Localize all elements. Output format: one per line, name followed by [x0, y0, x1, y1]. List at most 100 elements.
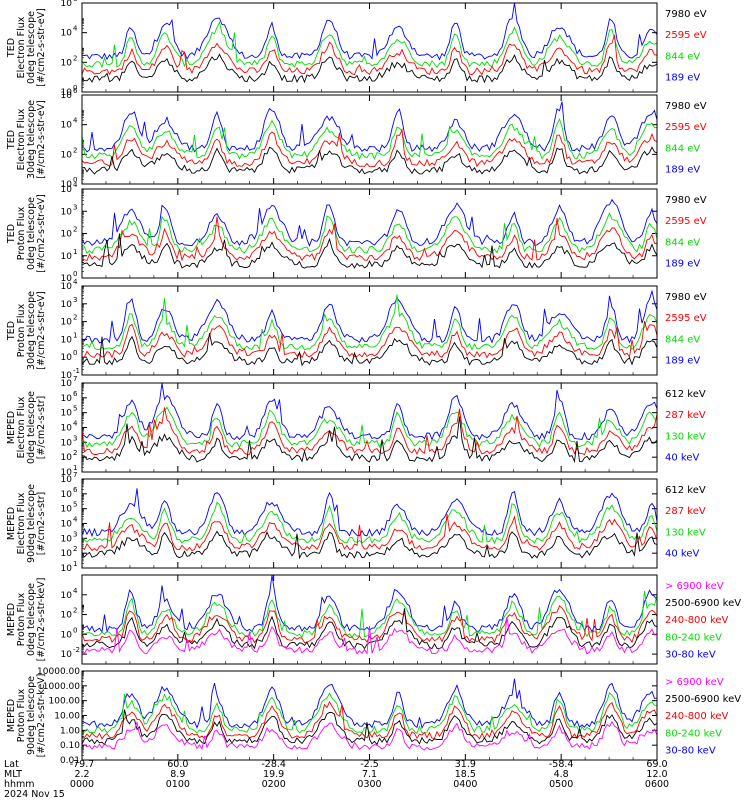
y-tick-label: 100.00	[49, 697, 81, 707]
y-axis-label-line: TED	[6, 38, 17, 58]
series-line	[81, 333, 658, 367]
series-line	[81, 605, 658, 644]
series-line	[81, 514, 658, 552]
legend-entry: 189 eV	[665, 259, 700, 270]
y-axis-label-line: [#/cm2-s-str]	[36, 396, 47, 459]
x-tick-hhmm: 0000	[70, 779, 94, 790]
x-tick-mlt: 2.2	[74, 769, 89, 780]
x-tick-mlt: 19.9	[263, 769, 284, 780]
legend-entry: 2595 eV	[665, 313, 707, 324]
series-line	[81, 289, 658, 344]
legend-entry: 130 keV	[665, 431, 706, 442]
legend: 612 keV 287 keV 130 keV 40 keV	[665, 389, 706, 464]
y-tick-exponent: 4	[73, 587, 78, 595]
legend-entry: 40 keV	[665, 453, 699, 464]
y-axis-label-line: Electron Flux	[16, 16, 27, 78]
y-tick-label: 10	[61, 611, 73, 621]
series-line	[81, 488, 658, 538]
legend-entry: 612 keV	[665, 485, 706, 496]
y-tick-exponent: 1	[73, 248, 77, 256]
series-line	[81, 198, 658, 247]
y-tick-exponent: 3	[73, 434, 77, 442]
x-tick-lat: 60.0	[167, 759, 188, 770]
legend-entry: 2595 eV	[665, 216, 707, 227]
legend-entry: 2595 eV	[665, 122, 707, 133]
x-tick-lat: 69.0	[646, 759, 667, 770]
y-axis-label-line: [#/cm2-s-str-keV]	[36, 674, 47, 758]
x-axis-row-label: MLT	[4, 769, 22, 780]
legend-entry: 30-80 keV	[665, 745, 716, 756]
y-tick-exponent: 0	[73, 84, 77, 92]
y-tick-exponent: 4	[73, 278, 78, 286]
x-tick-lat: 31.9	[455, 759, 476, 770]
y-tick-exponent: 5	[73, 405, 77, 413]
y-tick-label: 10	[61, 0, 73, 9]
y-tick-exponent: 0	[73, 176, 77, 184]
series-line	[81, 20, 658, 69]
series-line	[81, 608, 658, 650]
legend-entry: 189 eV	[665, 356, 700, 367]
y-axis-label-line: MEPED	[6, 603, 17, 636]
x-axis-row-label: hhmm	[4, 779, 35, 790]
y-tick-label: 10	[61, 520, 73, 530]
y-axis-label-line: 30deg telescope	[26, 100, 37, 179]
y-axis-label-line: Proton Flux	[16, 303, 27, 357]
series-line	[81, 501, 658, 545]
x-tick-hhmm: 0500	[549, 779, 573, 790]
y-axis-label-line: [#/cm2-s-str]	[36, 492, 47, 555]
y-tick-label: 10	[61, 534, 73, 544]
y-tick-label: 10	[61, 300, 73, 310]
series-line	[81, 700, 658, 740]
y-tick-label: 0.01	[60, 756, 80, 766]
legend-entry: > 6900 keV	[665, 677, 724, 688]
legend-entry: 7980 eV	[665, 195, 707, 206]
y-tick-exponent: 6	[73, 390, 78, 398]
x-tick-mlt: 8.9	[170, 769, 185, 780]
y-axis-label-line: 0deg telescope	[26, 11, 37, 84]
series-line	[81, 233, 658, 269]
legend-entry: 189 eV	[665, 73, 700, 84]
y-tick-exponent: 2	[73, 449, 77, 457]
series-line	[81, 616, 658, 655]
y-axis-label-line: Proton Flux	[16, 688, 27, 742]
y-tick-label: 10	[61, 475, 73, 485]
series-line	[81, 212, 658, 255]
legend-entry: 130 keV	[665, 527, 706, 538]
legend: 7980 eV 2595 eV 844 eV 189 eV	[665, 9, 707, 84]
y-tick-label: 10	[61, 121, 73, 131]
legend-entry: 240-800 keV	[665, 615, 729, 626]
legend-entry: 40 keV	[665, 549, 699, 560]
y-tick-exponent: 2	[73, 545, 77, 553]
x-tick-mlt: 7.1	[362, 769, 377, 780]
y-axis-label-line: Electron Flux	[16, 108, 27, 170]
series-line	[81, 294, 658, 351]
x-tick-lat: -79.7	[70, 759, 95, 770]
series-line	[81, 574, 658, 634]
y-tick-label: 10	[61, 591, 73, 601]
x-tick-lat: -28.4	[261, 759, 286, 770]
y-axis-label-line: 30deg telescope	[26, 291, 37, 370]
x-tick-mlt: 18.5	[455, 769, 476, 780]
y-tick-exponent: 4	[73, 117, 78, 125]
series-line	[81, 127, 658, 168]
legend-entry: 240-800 keV	[665, 711, 729, 722]
series-line	[81, 2, 658, 61]
y-tick-label: 10	[61, 371, 73, 381]
y-axis-label-line: 0deg telescope	[26, 197, 37, 270]
y-tick-exponent: 4	[73, 420, 78, 428]
y-axis-label-line: [#/cm2-s-str-eV]	[36, 8, 47, 87]
y-axis-label-line: 0deg telescope	[26, 583, 37, 656]
series-line	[81, 53, 658, 84]
y-tick-exponent: -2	[73, 646, 80, 654]
series-line	[81, 101, 658, 153]
x-tick-mlt: 12.0	[646, 769, 667, 780]
legend-entry: 7980 eV	[665, 9, 707, 20]
y-tick-label: 10	[61, 180, 73, 190]
y-tick-exponent: 2	[73, 607, 77, 615]
y-tick-exponent: 3	[73, 296, 77, 304]
x-tick-hhmm: 0600	[645, 779, 669, 790]
